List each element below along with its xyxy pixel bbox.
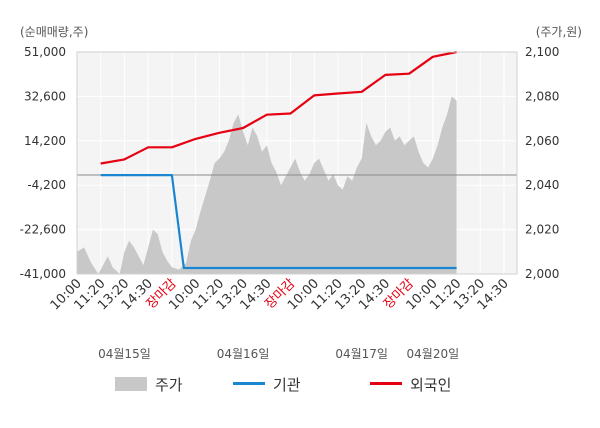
- left-tick-label: -22,600: [20, 223, 66, 237]
- right-tick-label: 2,080: [525, 89, 559, 103]
- legend-swatch-price: [115, 377, 147, 391]
- legend-label: 외국인: [410, 376, 451, 394]
- date-label: 04월20일: [407, 347, 460, 361]
- right-axis-unit: (주가,원): [536, 25, 582, 39]
- legend-swatch-foreign: [370, 382, 402, 385]
- left-tick-label: -4,200: [27, 178, 66, 192]
- price-area-series: [77, 96, 457, 275]
- legend: 주가 기관 외국인: [115, 376, 451, 394]
- series-line-foreign: [100, 50, 457, 165]
- left-tick-label: 14,200: [24, 134, 66, 148]
- left-tick-label: -41,000: [20, 267, 66, 281]
- legend-swatch-institution: [233, 382, 265, 385]
- left-axis: 51,000 32,600 14,200 -4,200 -22,600 -41,000: [20, 45, 66, 281]
- legend-label: 기관: [273, 376, 301, 394]
- right-axis: 2,100 2,080 2,060 2,040 2,020 2,000: [525, 45, 559, 281]
- line-series: [100, 50, 457, 270]
- date-labels: 04월15일 04월16일 04월17일 04월20일: [98, 347, 459, 361]
- right-tick-label: 2,060: [525, 134, 559, 148]
- right-tick-label: 2,000: [525, 267, 559, 281]
- left-axis-unit: (순매매량,주): [20, 25, 88, 39]
- x-axis: 10:0011:2013:2014:30장마감10:0011:2013:2014…: [48, 276, 512, 313]
- left-tick-label: 32,600: [24, 89, 66, 103]
- date-label: 04월15일: [98, 347, 151, 361]
- legend-label: 주가: [155, 376, 183, 394]
- right-tick-label: 2,040: [525, 178, 559, 192]
- right-tick-label: 2,100: [525, 45, 559, 59]
- date-label: 04월17일: [335, 347, 388, 361]
- series-line-institution: [100, 174, 457, 270]
- price-area: [77, 96, 457, 275]
- right-tick-label: 2,020: [525, 223, 559, 237]
- left-tick-label: 51,000: [24, 45, 66, 59]
- date-label: 04월16일: [217, 347, 270, 361]
- plot-frame: [76, 51, 518, 275]
